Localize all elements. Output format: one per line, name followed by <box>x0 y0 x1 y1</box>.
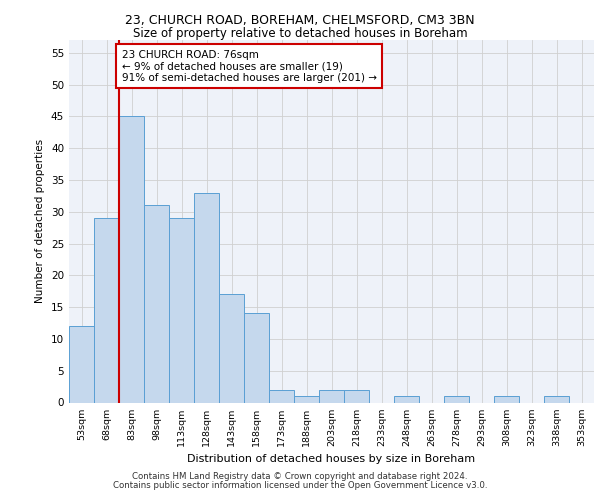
Text: Contains public sector information licensed under the Open Government Licence v3: Contains public sector information licen… <box>113 481 487 490</box>
Bar <box>244 314 269 402</box>
Bar <box>219 294 244 403</box>
X-axis label: Distribution of detached houses by size in Boreham: Distribution of detached houses by size … <box>187 454 476 464</box>
Bar <box>544 396 569 402</box>
Bar <box>294 396 319 402</box>
Bar <box>144 206 169 402</box>
Text: 23, CHURCH ROAD, BOREHAM, CHELMSFORD, CM3 3BN: 23, CHURCH ROAD, BOREHAM, CHELMSFORD, CM… <box>125 14 475 27</box>
Bar <box>494 396 519 402</box>
Bar <box>119 116 144 403</box>
Bar <box>94 218 119 402</box>
Bar <box>319 390 344 402</box>
Text: Size of property relative to detached houses in Boreham: Size of property relative to detached ho… <box>133 28 467 40</box>
Bar <box>344 390 369 402</box>
Bar <box>444 396 469 402</box>
Bar <box>194 192 219 402</box>
Bar <box>394 396 419 402</box>
Bar <box>169 218 194 402</box>
Text: Contains HM Land Registry data © Crown copyright and database right 2024.: Contains HM Land Registry data © Crown c… <box>132 472 468 481</box>
Bar <box>269 390 294 402</box>
Text: 23 CHURCH ROAD: 76sqm
← 9% of detached houses are smaller (19)
91% of semi-detac: 23 CHURCH ROAD: 76sqm ← 9% of detached h… <box>121 50 377 82</box>
Bar <box>69 326 94 402</box>
Y-axis label: Number of detached properties: Number of detached properties <box>35 139 46 304</box>
